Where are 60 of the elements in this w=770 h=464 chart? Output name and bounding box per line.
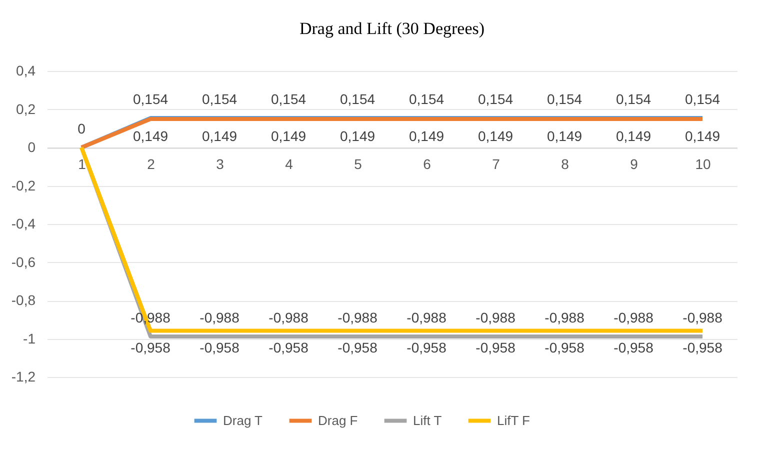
x-tick-label: 9 (630, 156, 638, 172)
data-label: -0,988 (268, 309, 309, 326)
data-label: 0,154 (478, 91, 514, 108)
y-tick-label: -1 (23, 330, 36, 346)
data-label: 0,149 (478, 128, 514, 144)
legend-label: Lift T (413, 412, 442, 428)
data-label: 0,149 (616, 128, 652, 144)
x-tick-label: 8 (561, 156, 570, 172)
x-tick-label: 7 (492, 156, 500, 172)
legend-label: LifT F (497, 412, 530, 428)
data-label: -0,958 (130, 340, 171, 356)
data-label: 0 (78, 120, 86, 136)
data-label: 0,154 (132, 91, 168, 108)
y-tick-label: 0,4 (16, 62, 36, 78)
y-tick-label: -0,4 (11, 216, 36, 232)
data-label: 0,149 (408, 128, 444, 144)
data-label: 0,149 (132, 128, 168, 144)
chart-title: Drag and Lift (30 Degrees) (299, 19, 485, 38)
y-tick-label: 0,2 (16, 100, 36, 117)
x-tick-label: 6 (423, 156, 432, 172)
data-label: -0,988 (544, 309, 585, 326)
x-tick-label: 3 (216, 156, 224, 172)
data-label: -0,958 (200, 340, 240, 356)
data-label: 0,154 (270, 91, 306, 108)
data-label: -0,958 (476, 340, 516, 356)
data-label: -0,988 (682, 309, 723, 326)
x-tick-label: 4 (285, 156, 294, 172)
data-label: 0,154 (684, 91, 720, 108)
data-label: 0,154 (202, 91, 238, 108)
legend-label: Drag F (318, 412, 358, 428)
data-label: -0,988 (200, 309, 240, 326)
data-label: -0,958 (338, 340, 378, 356)
data-label: -0,958 (268, 340, 309, 356)
data-label: -0,988 (614, 309, 654, 326)
x-tick-label: 10 (695, 156, 711, 172)
legend-label: Drag T (223, 412, 263, 428)
y-tick-label: 0 (28, 139, 36, 155)
data-label: 0,154 (546, 91, 582, 108)
data-label: 0,149 (202, 128, 238, 144)
data-label: 0,154 (340, 91, 376, 108)
x-tick-label: 5 (354, 156, 362, 172)
x-tick-label: 2 (147, 156, 156, 172)
x-tick-label: 1 (78, 156, 86, 172)
data-label: -0,958 (406, 340, 447, 356)
data-label: 0,154 (616, 91, 652, 108)
data-label: -0,958 (544, 340, 585, 356)
data-label: 0,149 (684, 128, 720, 144)
data-label: -0,988 (406, 309, 447, 326)
data-label: -0,988 (476, 309, 516, 326)
data-label: -0,988 (338, 309, 378, 326)
data-label: 0,149 (340, 128, 376, 144)
data-label: 0,149 (270, 128, 306, 144)
y-tick-label: -0,8 (11, 292, 36, 308)
data-label: -0,958 (614, 340, 654, 356)
data-label: 0,149 (546, 128, 582, 144)
data-label: 0,154 (408, 91, 444, 108)
y-tick-label: -0,2 (11, 177, 36, 194)
y-tick-label: -0,6 (11, 254, 36, 270)
y-tick-label: -1,2 (11, 368, 36, 384)
data-label: -0,958 (682, 340, 723, 356)
